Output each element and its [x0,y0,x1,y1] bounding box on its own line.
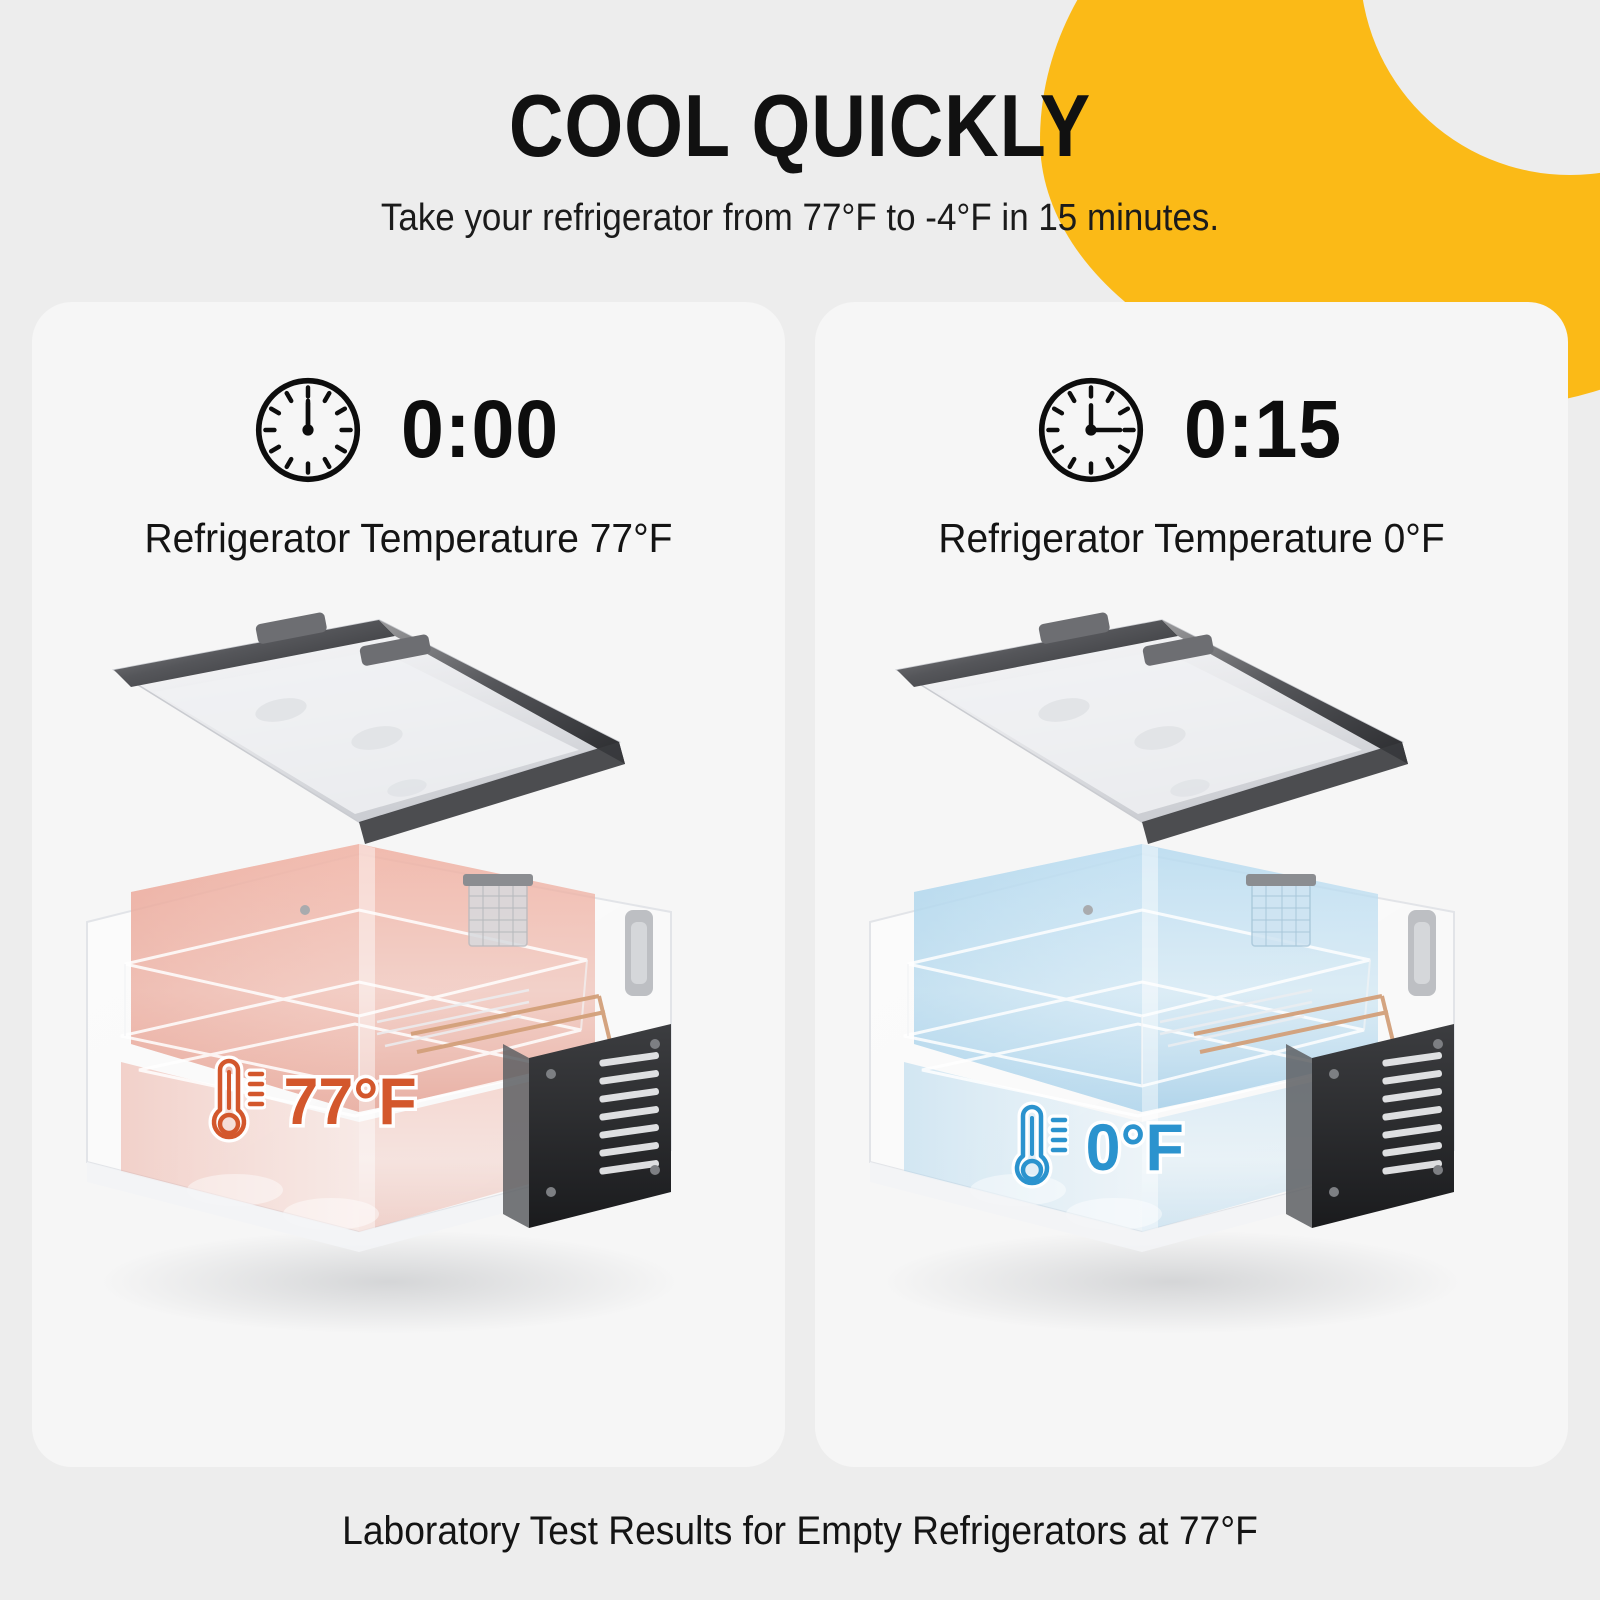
comparison-cards: 0:00 Refrigerator Temperature 77°F [32,302,1568,1467]
footer-caption: Laboratory Test Results for Empty Refrig… [342,1509,1258,1553]
time-label: 0:15 [1184,384,1343,475]
cooler-lid [111,612,625,844]
clock-icon [252,374,364,486]
cooler-lid [894,612,1408,844]
thermometer-icon [206,1054,268,1148]
page-title: COOL QUICKLY [508,76,1092,175]
page-subtitle: Take your refrigerator from 77°F to -4°F… [380,197,1220,239]
temperature-badge-value: 0°F [1082,1110,1187,1184]
header: COOL QUICKLY Take your refrigerator from… [0,0,1600,240]
clock-icon [1035,374,1147,486]
thermometer-icon [1009,1100,1071,1194]
temperature-badge-before: 77°F [206,1054,420,1148]
panel-before: 0:00 Refrigerator Temperature 77°F [32,302,785,1467]
compressor-unit [502,1024,671,1228]
clock-row-before: 0:00 [32,374,785,486]
compressor-unit [1285,1024,1454,1228]
cooler-body [85,844,672,1252]
time-label: 0:00 [401,384,560,475]
refrigerator-temperature-label: Refrigerator Temperature 0°F [938,515,1445,561]
cooler-body [868,844,1455,1252]
temperature-badge-after: 0°F [1009,1100,1187,1194]
refrigerator-temperature-label: Refrigerator Temperature 77°F [144,515,673,561]
panel-after: 0:15 Refrigerator Temperature 0°F [815,302,1568,1467]
cooler-illustration-after [842,592,1542,1352]
clock-row-after: 0:15 [815,374,1568,486]
temperature-badge-value: 77°F [280,1064,420,1138]
cooler-illustration-before [59,592,759,1352]
